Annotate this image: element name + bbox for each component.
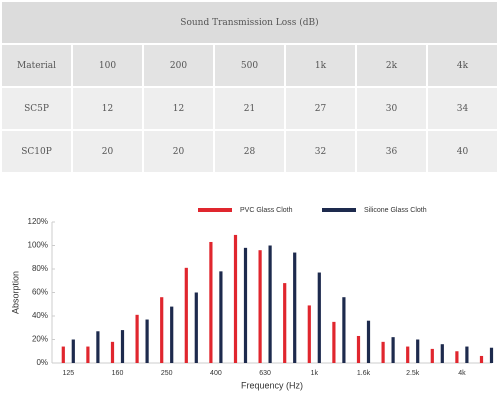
- bar: [406, 346, 410, 363]
- x-tick-label: 1.6k: [357, 370, 371, 377]
- bar: [416, 339, 420, 363]
- bar: [317, 272, 321, 363]
- bar: [160, 297, 164, 363]
- y-tick-label: 120%: [28, 217, 48, 226]
- table-title: Sound Transmission Loss (dB): [0, 0, 499, 45]
- header-cell: Material: [0, 43, 73, 88]
- header-cell: 500: [213, 43, 286, 88]
- legend-label: PVC Glass Cloth: [240, 207, 293, 214]
- bar: [71, 339, 75, 363]
- bar: [219, 271, 223, 363]
- x-tick-label: 250: [161, 370, 173, 377]
- y-axis-title: Absorption: [10, 271, 20, 314]
- table-cell: 20: [71, 129, 144, 174]
- x-tick-label: 400: [210, 370, 222, 377]
- bar: [332, 321, 336, 363]
- table-cell: SC5P: [0, 86, 73, 131]
- y-tick-label: 100%: [28, 241, 48, 250]
- table-cell: 34: [426, 86, 499, 131]
- bar: [381, 341, 385, 363]
- x-tick-label: 4k: [458, 370, 466, 377]
- header-cell: 4k: [426, 43, 499, 88]
- table-cell: 40: [426, 129, 499, 174]
- bar: [307, 305, 311, 363]
- bar: [184, 267, 188, 363]
- chart: 0% 20% 40% 60% 80% 100% 120% Absorption Frequenc…: [10, 207, 494, 390]
- bar: [209, 241, 213, 363]
- bar: [258, 250, 262, 363]
- header-cell: 2k: [355, 43, 428, 88]
- data-table: Sound Transmission Loss (dB) Material 100 2…: [0, 0, 499, 174]
- bar: [110, 341, 115, 363]
- bar: [430, 348, 434, 363]
- table-cell: 30: [355, 86, 428, 131]
- y-tick-label: 60%: [32, 288, 48, 297]
- bar: [391, 337, 395, 363]
- header-cell: 200: [142, 43, 215, 88]
- table-cell: 36: [355, 129, 428, 174]
- bar: [465, 346, 469, 363]
- x-tick-label: 630: [259, 370, 271, 377]
- bar: [440, 344, 444, 363]
- y-tick-label: 20%: [32, 335, 48, 344]
- table-cell: 28: [213, 129, 286, 174]
- bar: [145, 319, 149, 363]
- bar: [489, 347, 494, 363]
- x-tick-label: 160: [112, 370, 124, 377]
- bar: [233, 234, 238, 363]
- bar: [135, 314, 139, 363]
- table-cell: 12: [71, 86, 144, 131]
- bar: [170, 306, 174, 363]
- table-cell: 27: [284, 86, 357, 131]
- bar: [366, 320, 371, 363]
- bar: [61, 346, 65, 363]
- table-cell: 20: [142, 129, 215, 174]
- table-cell: SC10P: [0, 129, 73, 174]
- y-tick-label: 80%: [32, 264, 48, 273]
- bar: [455, 351, 459, 363]
- legend-label: Silicone Glass Cloth: [364, 207, 427, 214]
- bar: [86, 346, 90, 363]
- x-axis-title: Frequency (Hz): [241, 380, 303, 390]
- y-tick-label: 40%: [32, 311, 48, 320]
- bar: [243, 247, 248, 363]
- x-tick-label: 2.5k: [406, 370, 420, 377]
- table-cell: 32: [284, 129, 357, 174]
- x-tick-label: 125: [62, 370, 74, 377]
- bar: [293, 252, 297, 363]
- header-cell: 100: [71, 43, 144, 88]
- x-tick-label: 1k: [311, 370, 319, 377]
- bar: [356, 335, 361, 363]
- table-cell: 21: [213, 86, 286, 131]
- bar: [268, 245, 272, 363]
- table-cell: 12: [142, 86, 215, 131]
- bar: [283, 283, 287, 363]
- header-cell: 1k: [284, 43, 357, 88]
- bar: [342, 297, 346, 363]
- bar: [194, 292, 198, 363]
- y-tick-label: 0%: [36, 358, 48, 367]
- bar: [479, 355, 484, 363]
- bar: [96, 331, 100, 363]
- bar: [120, 330, 125, 363]
